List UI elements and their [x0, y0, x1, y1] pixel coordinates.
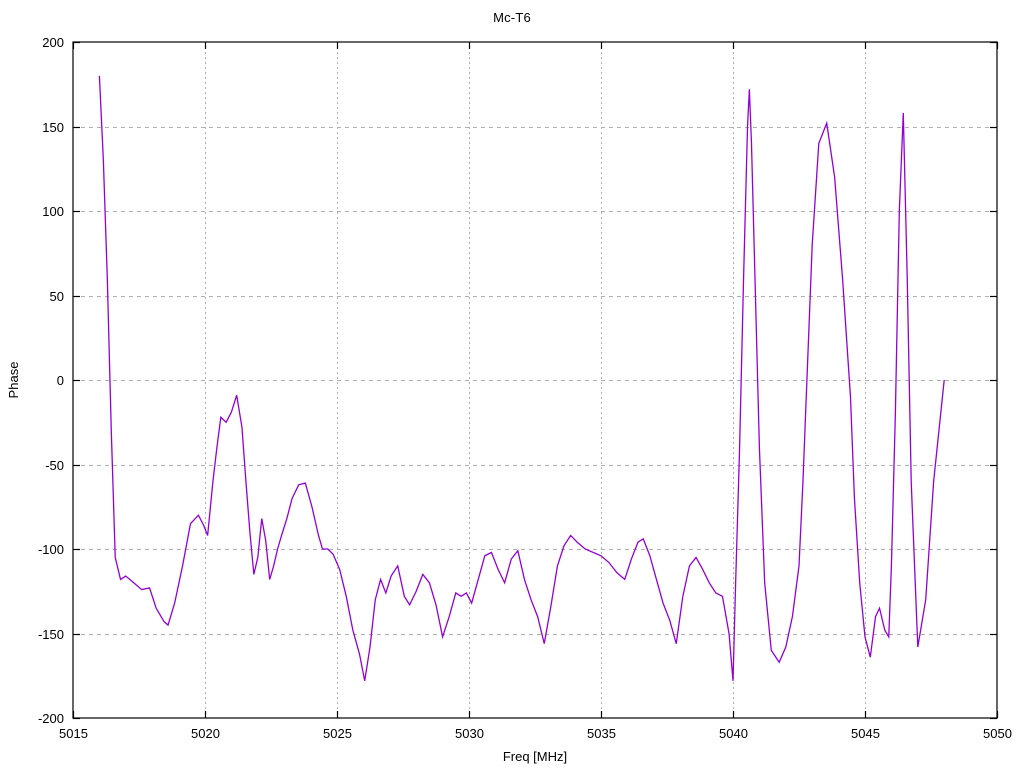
y-axis-title: Phase	[6, 362, 21, 399]
plot-border	[72, 41, 998, 719]
x-tick-label: 5050	[983, 726, 1012, 741]
y-tick-label: -200	[38, 711, 64, 726]
x-tick-label: 5035	[587, 726, 616, 741]
x-axis-tick-labels: 5015 5020 5025 5030 5035 5040 5045 5050	[59, 726, 1012, 741]
x-tick-label: 5040	[719, 726, 748, 741]
phase-data-line	[98, 75, 945, 681]
y-tick-label: -50	[45, 458, 64, 473]
x-tick-label: 5025	[323, 726, 352, 741]
y-tick-label: -100	[38, 542, 64, 557]
x-tick-label: 5045	[851, 726, 880, 741]
y-tick-label: 200	[42, 35, 64, 50]
x-tick-label: 5020	[191, 726, 220, 741]
y-axis-tick-labels: -200 -150 -100 -50 0 50 100 150 200	[38, 35, 64, 726]
chart-title: Mc-T6	[493, 10, 531, 25]
y-tick-label: -150	[38, 627, 64, 642]
y-tick-label: 150	[42, 120, 64, 135]
y-tick-label: 50	[50, 289, 64, 304]
grid-lines	[73, 42, 997, 718]
x-tick-label: 5030	[455, 726, 484, 741]
y-tick-label: 0	[57, 373, 64, 388]
y-tick-label: 100	[42, 204, 64, 219]
x-axis-title: Freq [MHz]	[503, 749, 567, 764]
x-tick-label: 5015	[59, 726, 88, 741]
